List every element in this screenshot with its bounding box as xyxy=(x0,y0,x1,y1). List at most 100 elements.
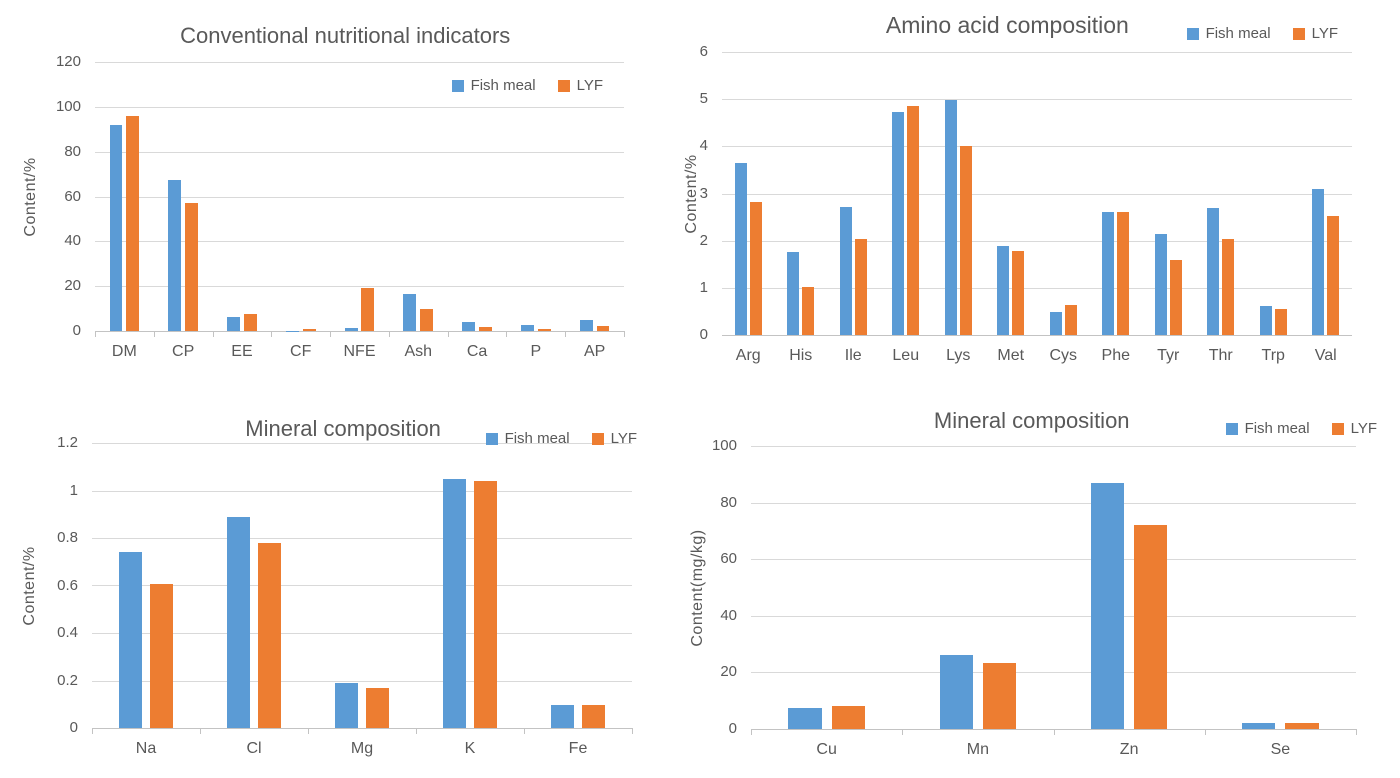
gridline xyxy=(95,286,624,287)
x-category-label: CP xyxy=(172,343,195,360)
y-tick-label: 80 xyxy=(64,142,81,160)
y-tick-label: 1.2 xyxy=(57,434,78,451)
gridline xyxy=(92,585,632,586)
y-tick-label: 6 xyxy=(699,43,708,60)
x-axis-tick xyxy=(153,331,155,337)
x-category-label: Trp xyxy=(1261,347,1285,364)
x-category-label: P xyxy=(530,343,542,360)
bar-lyf-arg xyxy=(749,201,762,335)
bar-lyf-his xyxy=(802,286,814,335)
x-axis-tick xyxy=(751,729,752,735)
x-category-label: Met xyxy=(997,347,1025,364)
x-category-label: EE xyxy=(231,343,253,360)
bar-lyf-mn xyxy=(982,663,1017,729)
x-category-label: His xyxy=(789,347,813,364)
gridline xyxy=(95,62,624,63)
y-tick-label: 0.8 xyxy=(57,529,78,546)
y-tick-label: 5 xyxy=(699,90,708,108)
legend-swatch-lyf xyxy=(1331,422,1344,435)
x-axis-tick xyxy=(524,728,525,734)
bar-fish-meal-mg xyxy=(334,682,359,728)
legend-label: Fish meal xyxy=(470,77,536,94)
bar-lyf-tyr xyxy=(1169,260,1182,335)
x-axis-tick xyxy=(1053,729,1055,735)
bar-lyf-ca xyxy=(478,326,492,331)
legend-label: Fish meal xyxy=(504,430,570,447)
gridline xyxy=(95,107,624,108)
bar-fish-meal-na xyxy=(118,552,143,728)
x-category-label: CF xyxy=(290,343,312,360)
x-category-label: Na xyxy=(135,740,157,757)
legend-label: LYF xyxy=(1311,25,1338,42)
x-category-label: Fe xyxy=(568,740,588,757)
x-category-label: AP xyxy=(583,343,606,360)
y-tick-label: 0.6 xyxy=(57,576,78,594)
x-axis-tick xyxy=(388,331,390,337)
y-tick-label: 40 xyxy=(64,232,81,250)
y-tick-label: 20 xyxy=(720,663,737,681)
x-axis-tick xyxy=(1204,729,1206,735)
x-category-label: Mn xyxy=(966,741,989,758)
x-axis-tick xyxy=(506,331,508,337)
x-category-label: Mg xyxy=(350,740,374,757)
legend-item: Fish meal xyxy=(1225,420,1310,437)
x-category-label: Ca xyxy=(466,343,488,360)
y-tick-label: 60 xyxy=(720,550,737,568)
y-tick-label: 0 xyxy=(69,719,78,736)
bar-fish-meal-ca xyxy=(462,322,476,331)
gridline xyxy=(722,288,1352,289)
legend-label: LYF xyxy=(610,430,637,447)
bar-lyf-zn xyxy=(1134,525,1168,729)
x-category-label: Tyr xyxy=(1157,347,1180,364)
bar-lyf-ee xyxy=(243,314,257,331)
chart-conventional-nutritional-indicators: Conventional nutritional indicators Conte… xyxy=(0,0,660,390)
bar-fish-meal-his xyxy=(787,251,800,335)
legend-label: LYF xyxy=(1350,420,1377,437)
legend-label: LYF xyxy=(576,77,603,94)
chart-title: Conventional nutritional indicators xyxy=(180,23,511,48)
x-axis-tick xyxy=(624,331,625,337)
gridline xyxy=(751,672,1356,673)
x-axis-line xyxy=(95,331,624,332)
bar-fish-meal-p xyxy=(520,324,534,331)
bar-fish-meal-zn xyxy=(1090,482,1125,729)
bar-fish-meal-dm xyxy=(109,124,123,331)
gridline xyxy=(722,241,1352,242)
bar-lyf-leu xyxy=(907,106,919,335)
x-category-label: Cys xyxy=(1049,347,1078,364)
bar-fish-meal-leu xyxy=(892,111,905,335)
bar-fish-meal-cp xyxy=(168,179,182,331)
x-axis-tick xyxy=(1356,729,1357,735)
legend-swatch-lyf xyxy=(557,79,570,92)
legend-swatch-fish-meal xyxy=(485,432,498,445)
bar-lyf-trp xyxy=(1274,308,1287,335)
bar-lyf-cu xyxy=(831,705,865,729)
bar-lyf-met xyxy=(1012,251,1024,335)
bar-fish-meal-mn xyxy=(939,655,973,729)
y-tick-label: 1 xyxy=(699,278,708,296)
y-tick-label: 60 xyxy=(64,187,81,205)
x-axis-line xyxy=(92,728,632,729)
bar-fish-meal-se xyxy=(1242,723,1276,729)
x-category-label: Lys xyxy=(946,347,971,364)
bar-lyf-dm xyxy=(126,115,140,331)
y-tick-label: 0.2 xyxy=(57,671,78,689)
chart-title: Amino acid composition xyxy=(885,12,1129,38)
bar-fish-meal-phe xyxy=(1102,211,1115,335)
x-category-label: Ash xyxy=(404,343,433,360)
gridline xyxy=(722,52,1352,53)
x-category-label: Leu xyxy=(892,347,920,364)
bar-lyf-cp xyxy=(185,202,198,331)
y-tick-label: 0 xyxy=(699,326,708,343)
bar-fish-meal-cu xyxy=(788,708,822,729)
bar-lyf-thr xyxy=(1222,239,1234,335)
legend-swatch-fish-meal xyxy=(1186,27,1199,40)
chart-title: Mineral composition xyxy=(933,408,1130,433)
legend: Fish meal LYF xyxy=(1186,25,1338,42)
x-axis-tick xyxy=(212,331,214,337)
bar-lyf-cf xyxy=(302,328,316,331)
gridline xyxy=(92,633,632,634)
bar-fish-meal-lys xyxy=(944,100,957,335)
chart-title: Mineral composition xyxy=(245,416,441,441)
